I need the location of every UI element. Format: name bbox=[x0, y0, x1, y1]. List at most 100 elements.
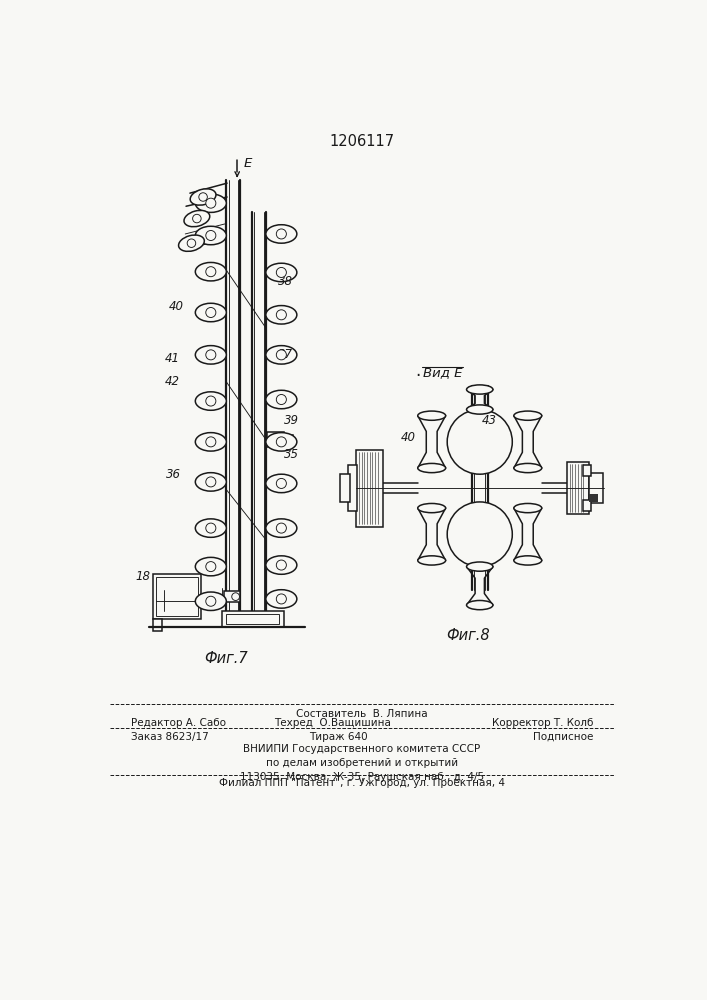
Circle shape bbox=[206, 350, 216, 360]
Text: 41: 41 bbox=[165, 352, 180, 365]
Ellipse shape bbox=[514, 503, 542, 513]
Circle shape bbox=[192, 214, 201, 223]
Ellipse shape bbox=[467, 562, 493, 571]
Ellipse shape bbox=[418, 503, 445, 513]
Ellipse shape bbox=[266, 263, 297, 282]
Ellipse shape bbox=[266, 306, 297, 324]
Bar bbox=[340, 474, 349, 502]
Circle shape bbox=[206, 596, 216, 606]
Bar bbox=[224, 591, 240, 602]
Ellipse shape bbox=[418, 411, 445, 420]
Bar bbox=[153, 574, 201, 619]
Circle shape bbox=[187, 239, 196, 247]
Circle shape bbox=[276, 560, 286, 570]
Bar bbox=[589, 473, 603, 503]
Ellipse shape bbox=[195, 557, 226, 576]
Ellipse shape bbox=[467, 385, 493, 394]
Circle shape bbox=[206, 396, 216, 406]
Circle shape bbox=[206, 437, 216, 447]
Text: 37: 37 bbox=[279, 348, 293, 361]
Bar bbox=[348, 465, 357, 511]
Ellipse shape bbox=[418, 463, 445, 473]
Text: Тираж 640: Тираж 640 bbox=[309, 732, 368, 742]
Circle shape bbox=[206, 230, 216, 241]
Ellipse shape bbox=[195, 473, 226, 491]
Text: Вид Е: Вид Е bbox=[423, 366, 462, 379]
Bar bbox=[267, 432, 284, 447]
Text: Фиг.7: Фиг.7 bbox=[204, 651, 248, 666]
Text: Составитель  В. Ляпина: Составитель В. Ляпина bbox=[296, 709, 428, 719]
Text: 35: 35 bbox=[284, 448, 300, 461]
Ellipse shape bbox=[195, 519, 226, 537]
Bar bbox=[156, 577, 198, 616]
Ellipse shape bbox=[266, 225, 297, 243]
Circle shape bbox=[276, 395, 286, 405]
Ellipse shape bbox=[514, 463, 542, 473]
Circle shape bbox=[206, 477, 216, 487]
Ellipse shape bbox=[266, 556, 297, 574]
Text: 42: 42 bbox=[165, 375, 180, 388]
Ellipse shape bbox=[266, 433, 297, 451]
Ellipse shape bbox=[266, 390, 297, 409]
Text: 40: 40 bbox=[400, 431, 416, 444]
Text: Подписное: Подписное bbox=[533, 732, 594, 742]
Circle shape bbox=[232, 593, 240, 600]
Ellipse shape bbox=[514, 556, 542, 565]
Circle shape bbox=[206, 267, 216, 277]
Circle shape bbox=[199, 193, 207, 201]
Circle shape bbox=[276, 437, 286, 447]
Circle shape bbox=[206, 198, 216, 208]
Text: Фиг.8: Фиг.8 bbox=[446, 628, 490, 643]
Ellipse shape bbox=[467, 405, 493, 414]
Ellipse shape bbox=[190, 189, 216, 205]
Circle shape bbox=[206, 307, 216, 318]
Text: E: E bbox=[243, 157, 252, 170]
Ellipse shape bbox=[195, 226, 226, 245]
Text: 43: 43 bbox=[482, 414, 497, 427]
Circle shape bbox=[276, 478, 286, 488]
Circle shape bbox=[448, 410, 513, 474]
Bar bbox=[284, 435, 293, 444]
Text: 38: 38 bbox=[279, 275, 293, 288]
Circle shape bbox=[206, 562, 216, 572]
Circle shape bbox=[206, 523, 216, 533]
Ellipse shape bbox=[418, 556, 445, 565]
Ellipse shape bbox=[195, 592, 226, 610]
Text: Заказ 8623/17: Заказ 8623/17 bbox=[131, 732, 209, 742]
Circle shape bbox=[276, 229, 286, 239]
Bar bbox=[226, 614, 279, 624]
Ellipse shape bbox=[195, 262, 226, 281]
Bar bbox=[153, 619, 162, 631]
Bar bbox=[589, 494, 598, 502]
Bar bbox=[356, 450, 383, 527]
Text: 39: 39 bbox=[284, 414, 300, 427]
Circle shape bbox=[276, 310, 286, 320]
Ellipse shape bbox=[184, 210, 210, 227]
Text: 1206117: 1206117 bbox=[329, 134, 395, 149]
Circle shape bbox=[276, 267, 286, 277]
Ellipse shape bbox=[266, 519, 297, 537]
Text: ·: · bbox=[415, 367, 420, 385]
Ellipse shape bbox=[514, 411, 542, 420]
Ellipse shape bbox=[195, 392, 226, 410]
Ellipse shape bbox=[195, 194, 226, 212]
Circle shape bbox=[276, 594, 286, 604]
Ellipse shape bbox=[266, 590, 297, 608]
Ellipse shape bbox=[195, 433, 226, 451]
Circle shape bbox=[276, 523, 286, 533]
Bar bbox=[567, 462, 589, 514]
Bar bbox=[583, 500, 590, 511]
Text: Филиал ППП "Патент", г. Ужгород, ул. Проектная, 4: Филиал ППП "Патент", г. Ужгород, ул. Про… bbox=[219, 778, 505, 788]
Text: Корректор Т. Колб: Корректор Т. Колб bbox=[492, 718, 594, 728]
Text: 18: 18 bbox=[135, 570, 151, 583]
Circle shape bbox=[448, 502, 513, 567]
Ellipse shape bbox=[179, 235, 204, 251]
Text: ВНИИПИ Государственного комитета СССР
по делам изобретений и открытий
113035, Мо: ВНИИПИ Государственного комитета СССР по… bbox=[240, 744, 484, 783]
Text: Техред  О.Ващишина: Техред О.Ващишина bbox=[274, 718, 391, 728]
Ellipse shape bbox=[266, 346, 297, 364]
Text: 36: 36 bbox=[166, 468, 182, 481]
Bar bbox=[223, 611, 284, 627]
Bar bbox=[583, 465, 590, 476]
Ellipse shape bbox=[467, 600, 493, 610]
Text: 40: 40 bbox=[169, 300, 184, 313]
